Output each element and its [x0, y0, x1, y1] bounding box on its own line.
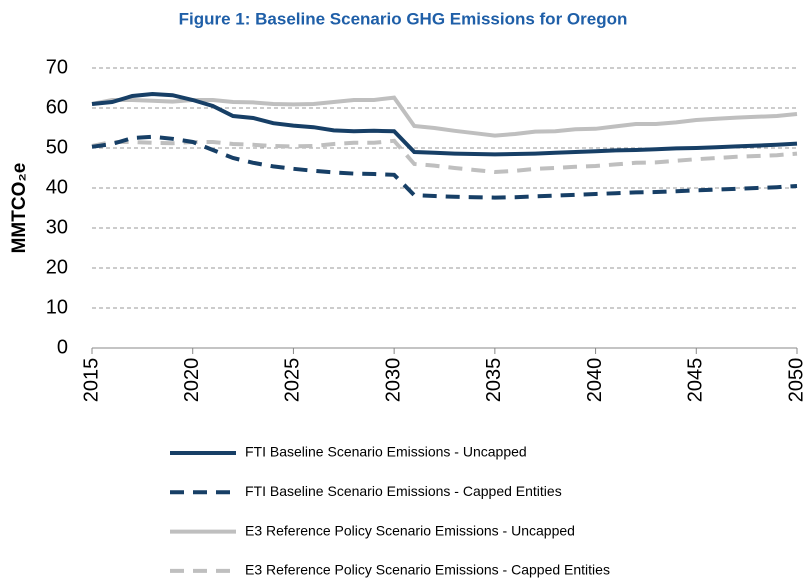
y-tick-label: 70: [46, 56, 68, 78]
x-tick-label: 2045: [685, 358, 707, 403]
y-tick-label: 60: [46, 96, 68, 118]
y-axis-label: MMTCO₂e: [9, 163, 30, 254]
x-tick-label: 2020: [181, 358, 203, 403]
legend-label: FTI Baseline Scenario Emissions - Uncapp…: [245, 444, 527, 460]
legend-label: E3 Reference Policy Scenario Emissions -…: [245, 562, 610, 578]
series-line: [91, 95, 798, 138]
x-tick-label: 2015: [80, 358, 102, 403]
legend-label: FTI Baseline Scenario Emissions - Capped…: [245, 483, 562, 499]
chart-title: Figure 1: Baseline Scenario GHG Emission…: [179, 9, 628, 28]
x-tick-label: 2025: [282, 358, 304, 403]
x-tick-label: 2050: [785, 358, 807, 403]
y-tick-label: 20: [46, 256, 68, 278]
series-line: [91, 91, 798, 157]
x-tick-label: 2035: [483, 358, 505, 403]
y-tick-label: 30: [46, 216, 68, 238]
y-tick-label: 10: [46, 296, 68, 318]
series-line: [91, 138, 798, 175]
legend-label: E3 Reference Policy Scenario Emissions -…: [245, 522, 575, 538]
x-tick-label: 2030: [382, 358, 404, 403]
x-tick-label: 2040: [584, 358, 606, 403]
y-tick-label: 40: [46, 176, 68, 198]
series-line: [91, 134, 798, 200]
y-tick-label: 0: [57, 336, 68, 358]
y-tick-label: 50: [46, 136, 68, 158]
